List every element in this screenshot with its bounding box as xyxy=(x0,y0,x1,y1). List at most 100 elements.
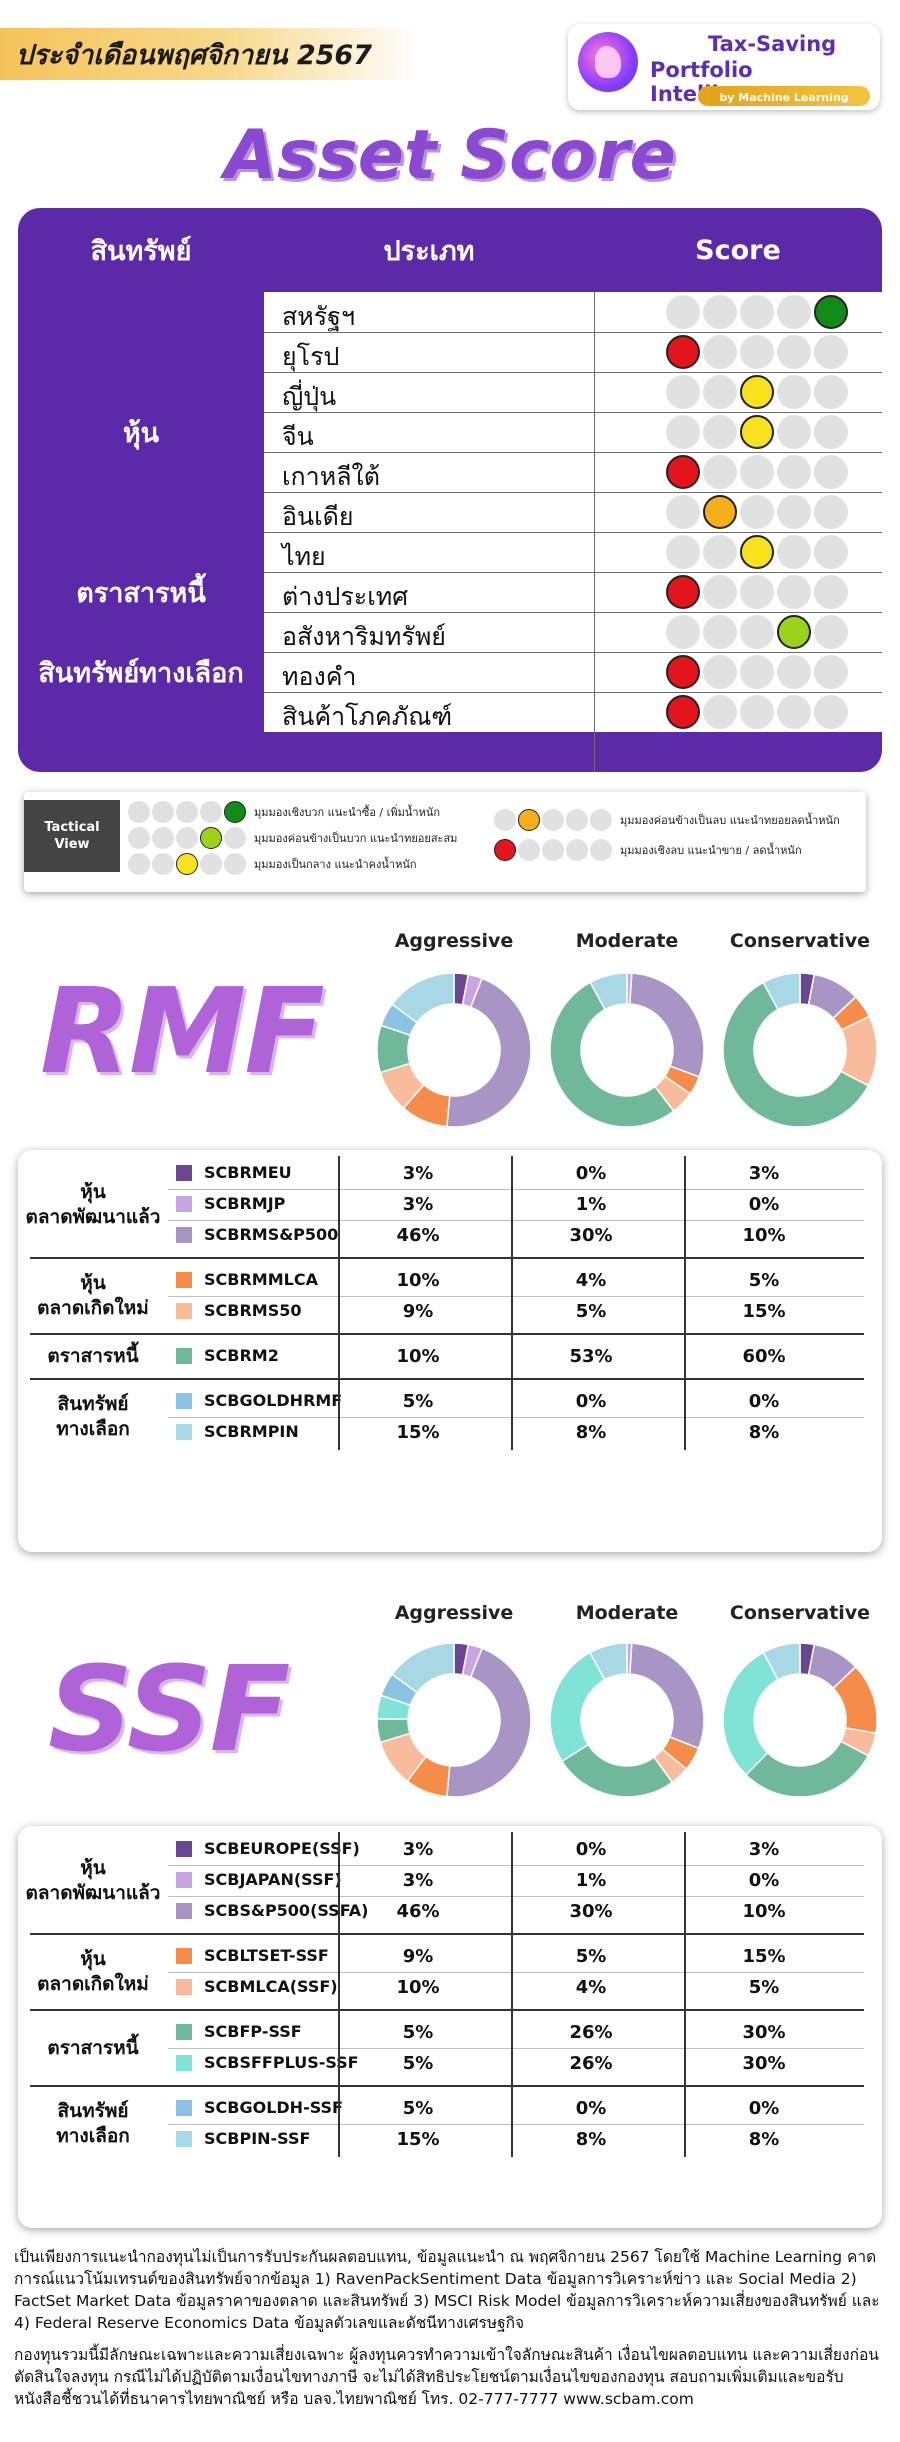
rmf-alloc-moderate: 5% xyxy=(575,1301,607,1322)
ssf-fund-name: SCBPIN-SSF xyxy=(204,2129,311,2148)
asset-type-label: ไทย xyxy=(282,542,326,571)
legend-dot-empty xyxy=(200,801,222,823)
rmf-fund-swatch xyxy=(176,1272,192,1288)
row-divider xyxy=(264,612,882,613)
asset-group-0: หุ้น xyxy=(122,417,160,449)
ssf-group-line1: หุ้น xyxy=(80,1856,106,1879)
ssf-fund-name: SCBGOLDH-SSF xyxy=(204,2098,343,2117)
ssf-group-line1: หุ้น xyxy=(80,1948,106,1970)
donut-slice-scbpin-ssf xyxy=(588,1642,628,1681)
ssf-alloc-moderate: 26% xyxy=(569,2022,613,2043)
asset-group-2: สินทรัพย์ทางเลือก xyxy=(38,657,244,689)
ssf-alloc-aggressive: 46% xyxy=(396,1901,440,1922)
ssf-alloc-moderate: 26% xyxy=(569,2053,613,2074)
score-dot-active xyxy=(666,575,700,609)
legend-dot-empty xyxy=(590,809,612,831)
brand-line1: Tax-Saving xyxy=(708,32,837,56)
ssf-allocation-table: หุ้น ตลาดพัฒนาแล้ว SCBEUROPE(SSF) 3% 0% 3% SCB… xyxy=(18,1826,882,2228)
score-dot-empty xyxy=(703,535,737,569)
legend-text: มุมมองเชิงลบ แนะนำขาย / ลดน้ำหนัก xyxy=(620,844,802,857)
ssf-fund-swatch xyxy=(176,2055,192,2071)
score-dot-empty xyxy=(814,455,848,489)
score-dot-empty xyxy=(666,375,700,409)
row-divider xyxy=(264,332,882,333)
donut-slice-scbrm2 xyxy=(549,981,675,1128)
asset-type-label: อินเดีย xyxy=(282,502,354,531)
ssf-alloc-moderate: 8% xyxy=(575,2129,607,2150)
ssf-alloc-moderate: 30% xyxy=(569,1901,613,1922)
legend-dot-empty xyxy=(542,809,564,831)
asset-type-label: จีน xyxy=(282,422,314,451)
score-dot-empty xyxy=(814,575,848,609)
ssf-fund-name: SCBS&P500(SSFA) xyxy=(204,1901,369,1920)
score-dots xyxy=(666,575,848,609)
score-dot-empty xyxy=(777,375,811,409)
legend-dot-empty xyxy=(128,853,150,875)
donut-slice-scbsffplus-ssf xyxy=(549,1651,606,1763)
rmf-group-label: ตราสารหนี้ xyxy=(18,1344,168,1369)
score-dot-empty xyxy=(777,695,811,729)
row-divider xyxy=(264,652,882,653)
legend-dot-active xyxy=(200,827,222,849)
rmf-group-line1: หุ้น xyxy=(80,1272,106,1294)
ssf-alloc-conservative: 0% xyxy=(748,1870,780,1891)
rmf-group-divider xyxy=(30,1333,864,1335)
donut-slice-scbs-p500-ssfa- xyxy=(446,1647,532,1798)
ssf-fund-swatch xyxy=(176,1979,192,1995)
ssf-alloc-aggressive: 5% xyxy=(402,2053,434,2074)
rmf-fund-name: SCBGOLDHRMF xyxy=(204,1391,343,1410)
rmf-column-divider xyxy=(511,1156,513,1450)
score-dot-empty xyxy=(703,655,737,689)
disclaimer-risk: กองทุนรวมนี้มีลักษณะเฉพาะและความเสี่ยงเฉ… xyxy=(14,2346,879,2408)
legend-item: มุมมองค่อนข้างเป็นบวก แนะนำทยอยสะสม xyxy=(128,827,457,849)
rmf-alloc-conservative: 15% xyxy=(742,1301,786,1322)
brand-tag: by Machine Learning xyxy=(698,86,870,106)
rmf-alloc-aggressive: 3% xyxy=(402,1163,434,1184)
legend-dot-active xyxy=(176,853,198,875)
legend-text: มุมมองค่อนข้างเป็นลบ แนะนำทยอยลดน้ำหนัก xyxy=(620,814,840,827)
row-divider xyxy=(264,692,882,693)
rmf-label: RMF xyxy=(40,962,325,1100)
legend-dot-empty xyxy=(566,839,588,861)
ssf-alloc-conservative: 10% xyxy=(742,1901,786,1922)
rmf-group-line1: ตราสารหนี้ xyxy=(47,1345,139,1367)
score-dot-empty xyxy=(703,335,737,369)
ssf-donut-conservative xyxy=(722,1642,878,1798)
score-dot-empty xyxy=(703,615,737,649)
asset-score-table: สินทรัพย์ ประเภท Score หุ้น สหรัฐฯ ยุโรป ญี… xyxy=(18,208,882,772)
score-dot-active xyxy=(777,615,811,649)
score-dot-empty xyxy=(777,575,811,609)
ssf-fund-name: SCBLTSET-SSF xyxy=(204,1946,329,1965)
score-dots xyxy=(666,375,848,409)
ssf-alloc-conservative: 15% xyxy=(742,1946,786,1967)
rmf-alloc-aggressive: 9% xyxy=(402,1301,434,1322)
rmf-alloc-aggressive: 5% xyxy=(402,1391,434,1412)
ssf-column-divider xyxy=(684,1832,686,2157)
brand-badge: Tax-Saving Portfolio Intelligence by Mac… xyxy=(568,24,880,110)
ssf-row-divider xyxy=(168,1896,864,1897)
score-dot-empty xyxy=(666,495,700,529)
ssf-row-divider xyxy=(168,1972,864,1973)
asset-type-label: อสังหาริมทรัพย์ xyxy=(282,622,446,651)
score-dot-empty xyxy=(814,615,848,649)
score-dot-active xyxy=(666,695,700,729)
rmf-fund-name: SCBRM2 xyxy=(204,1346,279,1365)
score-dots xyxy=(666,655,848,689)
legend-tag-line1: Tactical xyxy=(44,820,100,835)
ssf-group-label: หุ้น ตลาดพัฒนาแล้ว xyxy=(18,1856,168,1906)
legend-dot-empty xyxy=(128,801,150,823)
donut-slice-scbrmpin xyxy=(391,972,455,1024)
ssf-alloc-moderate: 4% xyxy=(575,1977,607,1998)
score-dots xyxy=(666,455,848,489)
rmf-fund-name: SCBRMS&P500 xyxy=(204,1225,339,1244)
score-dot-empty xyxy=(703,415,737,449)
rmf-group-label: สินทรัพย์ ทางเลือก xyxy=(18,1392,168,1442)
rmf-alloc-moderate: 0% xyxy=(575,1391,607,1412)
ssf-donut-moderate xyxy=(549,1642,705,1798)
score-dot-empty xyxy=(740,495,774,529)
donut-slice-scbpin-ssf xyxy=(391,1642,455,1694)
rmf-profile-conservative: Conservative xyxy=(729,930,871,952)
ssf-alloc-aggressive: 15% xyxy=(396,2129,440,2150)
rmf-profile-moderate: Moderate xyxy=(575,930,679,952)
donut-slice-scbrmpin xyxy=(589,972,628,1011)
